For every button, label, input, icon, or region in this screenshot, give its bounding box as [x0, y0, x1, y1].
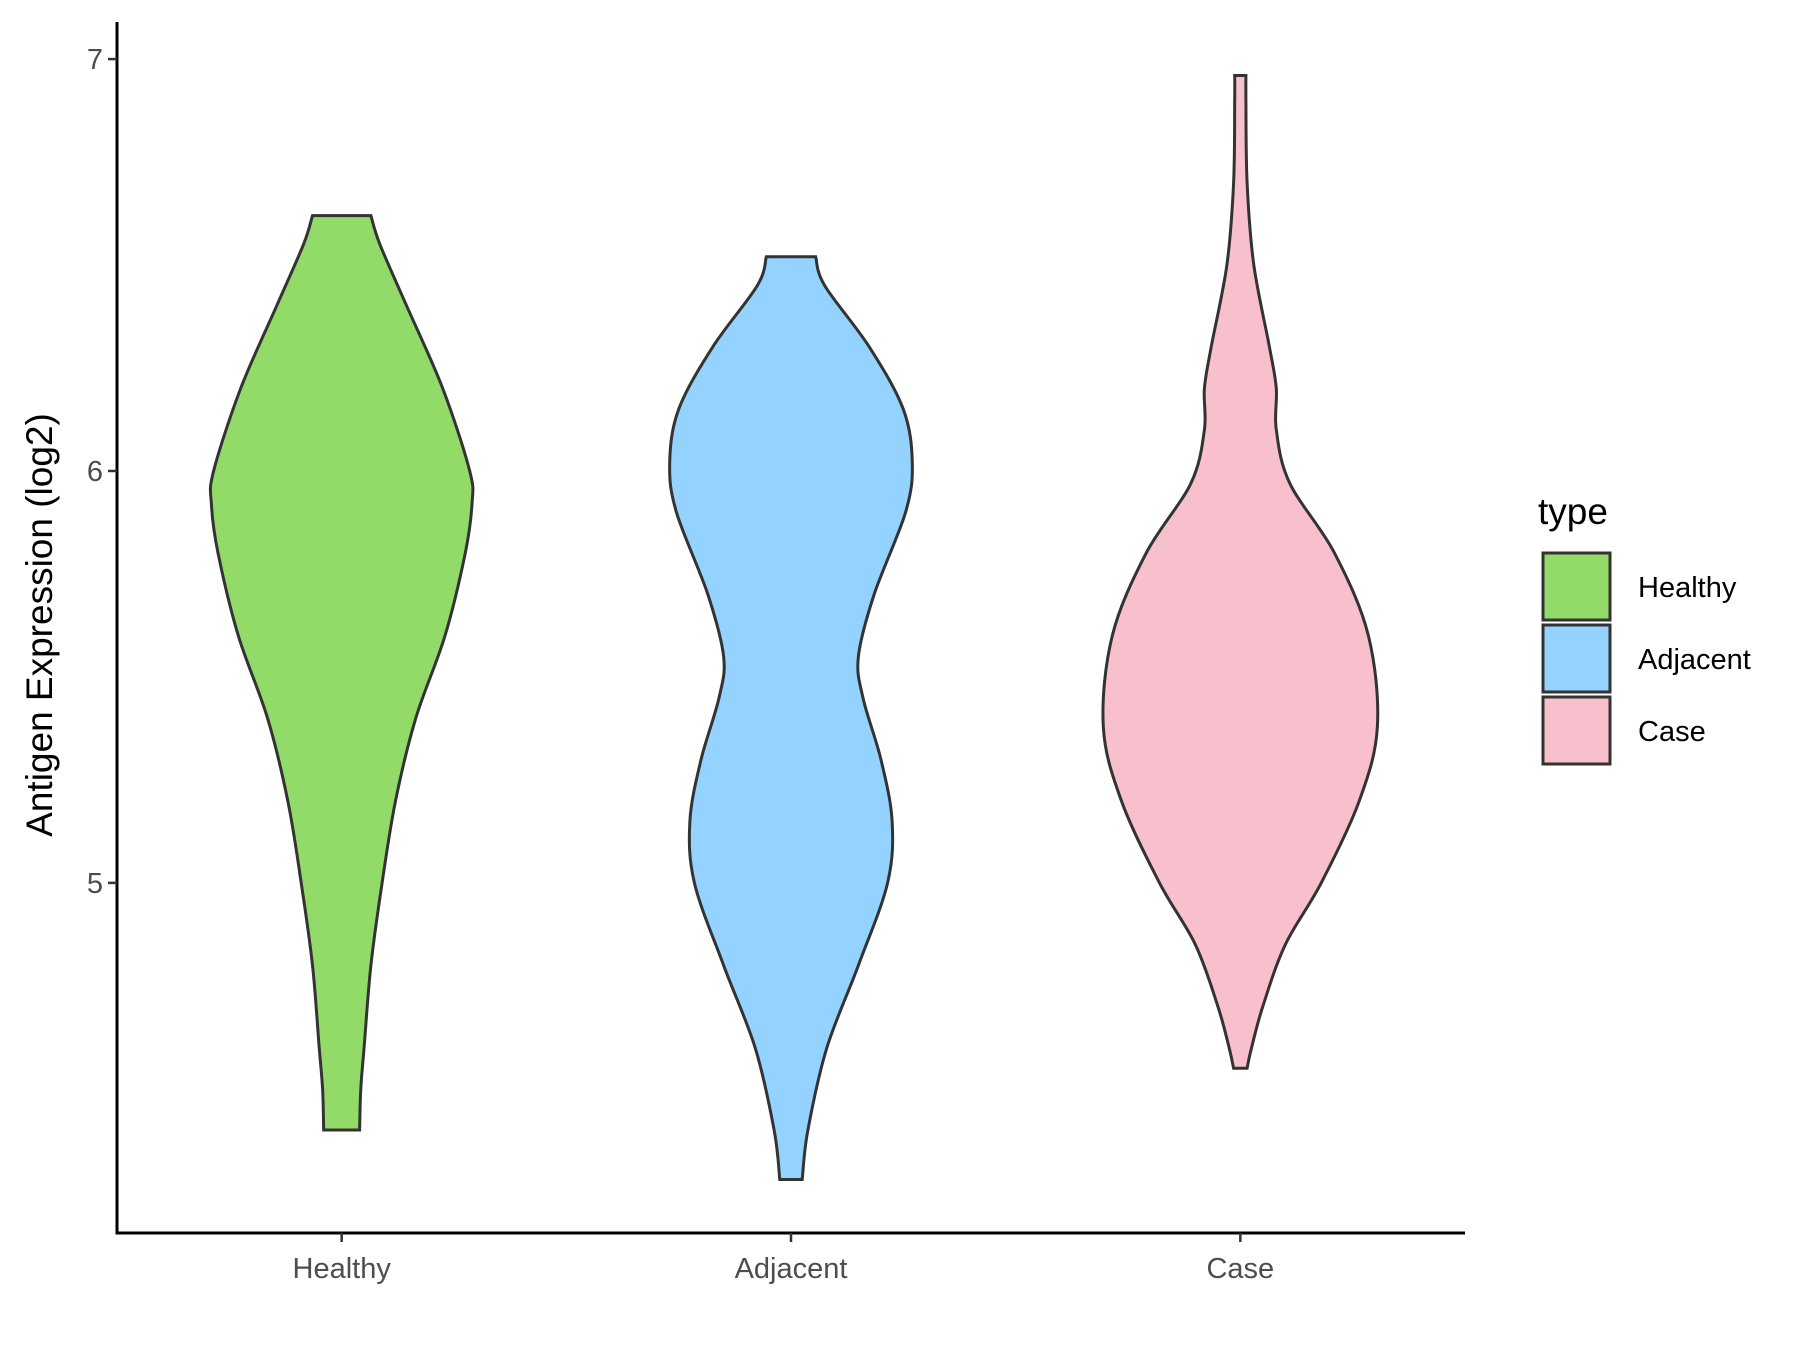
- y-tick-label: 6: [87, 456, 103, 488]
- violin-adjacent: [668, 255, 914, 1181]
- y-tick-label: 7: [87, 44, 103, 76]
- x-tick-label-case: Case: [1206, 1253, 1274, 1285]
- legend-items: Healthy Adjacent Case: [1541, 551, 1751, 766]
- legend-key-healthy: [1541, 551, 1612, 622]
- legend-key-case: [1541, 695, 1612, 766]
- x-tick-label-healthy: Healthy: [293, 1253, 392, 1285]
- x-tick-label-adjacent: Adjacent: [735, 1253, 848, 1285]
- violin-case: [1101, 74, 1380, 1070]
- legend-label-healthy: Healthy: [1638, 572, 1737, 604]
- y-axis-ticks: 5 6 7: [87, 44, 117, 900]
- legend-label-adjacent: Adjacent: [1638, 644, 1751, 676]
- legend-key-adjacent: [1541, 623, 1612, 694]
- violin-layer: [208, 74, 1380, 1181]
- legend-title: type: [1538, 491, 1608, 532]
- y-tick-label: 5: [87, 868, 103, 900]
- violin-healthy: [208, 214, 475, 1132]
- y-axis-title: Antigen Expression (log2): [19, 413, 60, 837]
- legend: type Healthy Adjacent Case: [1538, 491, 1751, 766]
- x-axis-ticks: Healthy Adjacent Case: [293, 1233, 1274, 1285]
- legend-label-case: Case: [1638, 716, 1706, 748]
